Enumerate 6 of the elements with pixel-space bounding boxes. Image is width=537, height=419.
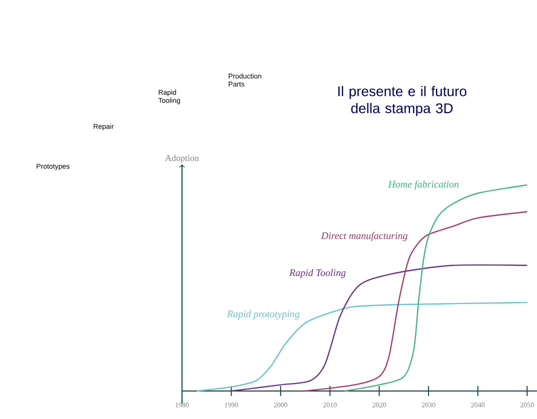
series-label: Home fabrication — [388, 180, 459, 190]
chart-title: Il presente e il futuro della stampa 3D — [338, 86, 466, 116]
series-label: Direct manufacturing — [321, 232, 408, 242]
y-axis-title: Adoption — [165, 154, 199, 163]
series-label: Rapid Tooling — [289, 269, 346, 278]
series-label: Rapid prototyping — [226, 310, 300, 320]
